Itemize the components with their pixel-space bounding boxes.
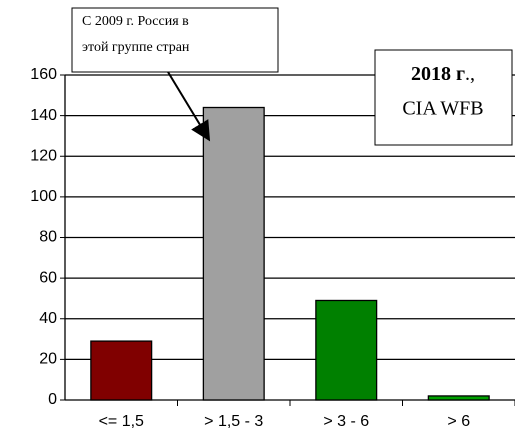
annotation-box: 2018 г., CIA WFB [374, 49, 513, 146]
x-tick-label: > 6 [447, 413, 470, 430]
y-tick-label: 20 [39, 351, 57, 368]
bar [427, 395, 490, 401]
bar [90, 340, 153, 401]
annotation-text: CIA WFB [402, 98, 483, 120]
y-tick-label: 100 [30, 188, 57, 205]
annotation-text: этой группе стран [82, 40, 190, 55]
annotation-bold: 2018 г [411, 63, 465, 85]
y-tick-label: 140 [30, 107, 57, 124]
annotation-text: 2018 г., [411, 63, 475, 85]
annotation-rest: ., [465, 63, 475, 85]
y-tick-label: 40 [39, 310, 57, 327]
bar [315, 299, 378, 401]
x-tick-label: > 1,5 - 3 [204, 413, 263, 430]
annotation-box: С 2009 г. Россия в этой группе стран [71, 7, 279, 73]
arrow [167, 71, 211, 142]
y-tick-label: 60 [39, 269, 57, 286]
annotation-text: С 2009 г. Россия в [82, 14, 189, 29]
bar [202, 106, 265, 401]
x-tick-label: <= 1,5 [99, 413, 144, 430]
y-tick-label: 160 [30, 66, 57, 83]
annotation-frame [71, 7, 279, 73]
y-tick-label: 120 [30, 147, 57, 164]
annotation-frame [374, 49, 513, 146]
x-tick-label: > 3 - 6 [323, 413, 369, 430]
y-tick-label: 0 [48, 391, 57, 408]
y-tick-label: 80 [39, 229, 57, 246]
